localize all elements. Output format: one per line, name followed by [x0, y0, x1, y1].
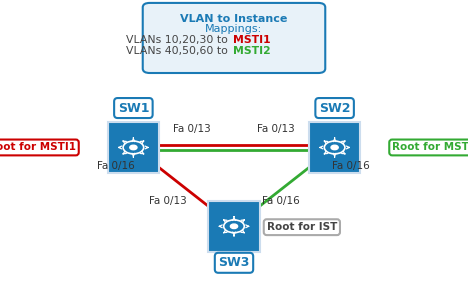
- Circle shape: [230, 224, 238, 229]
- Text: VLANs 10,20,30 to: VLANs 10,20,30 to: [126, 35, 232, 45]
- Text: Root for MSTI2: Root for MSTI2: [392, 142, 468, 152]
- FancyBboxPatch shape: [309, 122, 360, 173]
- Text: Root for IST: Root for IST: [267, 222, 337, 232]
- FancyBboxPatch shape: [143, 3, 325, 73]
- Text: Fa 0/16: Fa 0/16: [262, 197, 300, 206]
- Text: VLAN to Instance: VLAN to Instance: [180, 14, 288, 24]
- Circle shape: [331, 145, 338, 150]
- Text: Fa 0/13: Fa 0/13: [257, 124, 295, 134]
- FancyBboxPatch shape: [208, 201, 260, 252]
- Text: MSTI1: MSTI1: [233, 35, 270, 45]
- Text: SW3: SW3: [218, 256, 250, 269]
- Text: Mappings:: Mappings:: [205, 24, 263, 34]
- Text: Fa 0/13: Fa 0/13: [173, 124, 211, 134]
- Text: Fa 0/13: Fa 0/13: [149, 197, 187, 206]
- Text: MSTI2: MSTI2: [233, 46, 271, 55]
- Text: VLANs 40,50,60 to: VLANs 40,50,60 to: [126, 46, 232, 55]
- FancyBboxPatch shape: [108, 122, 159, 173]
- Circle shape: [130, 145, 137, 150]
- Text: Fa 0/16: Fa 0/16: [97, 161, 135, 171]
- Text: SW1: SW1: [117, 102, 149, 114]
- Text: Root for MSTI1: Root for MSTI1: [0, 142, 76, 152]
- Text: SW2: SW2: [319, 102, 351, 114]
- Text: Fa 0/16: Fa 0/16: [332, 161, 370, 171]
